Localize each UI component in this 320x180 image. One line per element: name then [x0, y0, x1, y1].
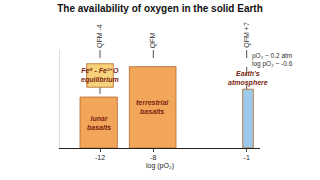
- svg-text:terrestrialbasalts: terrestrialbasalts: [136, 99, 169, 115]
- svg-text:Earth'satmosphere: Earth'satmosphere: [228, 70, 268, 87]
- svg-text:pO₂ ~ 0.2 atmlog pO₂ ~ -0.6: pO₂ ~ 0.2 atmlog pO₂ ~ -0.6: [252, 52, 293, 68]
- svg-text:lunarbasalts: lunarbasalts: [87, 115, 111, 131]
- svg-text:log (pO₂): log (pO₂): [146, 162, 174, 170]
- svg-text:Fe⁰ - Fe²⁺Oequilibrium: Fe⁰ - Fe²⁺Oequilibrium: [81, 67, 119, 84]
- svg-text:-12: -12: [95, 154, 105, 161]
- svg-text:QFM +7: QFM +7: [243, 22, 251, 48]
- svg-text:QFM -4: QFM -4: [96, 24, 104, 48]
- svg-text:-1: -1: [244, 154, 250, 161]
- svg-text:The availability of oxygen in: The availability of oxygen in the solid …: [57, 3, 263, 14]
- svg-text:QFM: QFM: [149, 33, 157, 49]
- svg-text:-8: -8: [150, 154, 156, 161]
